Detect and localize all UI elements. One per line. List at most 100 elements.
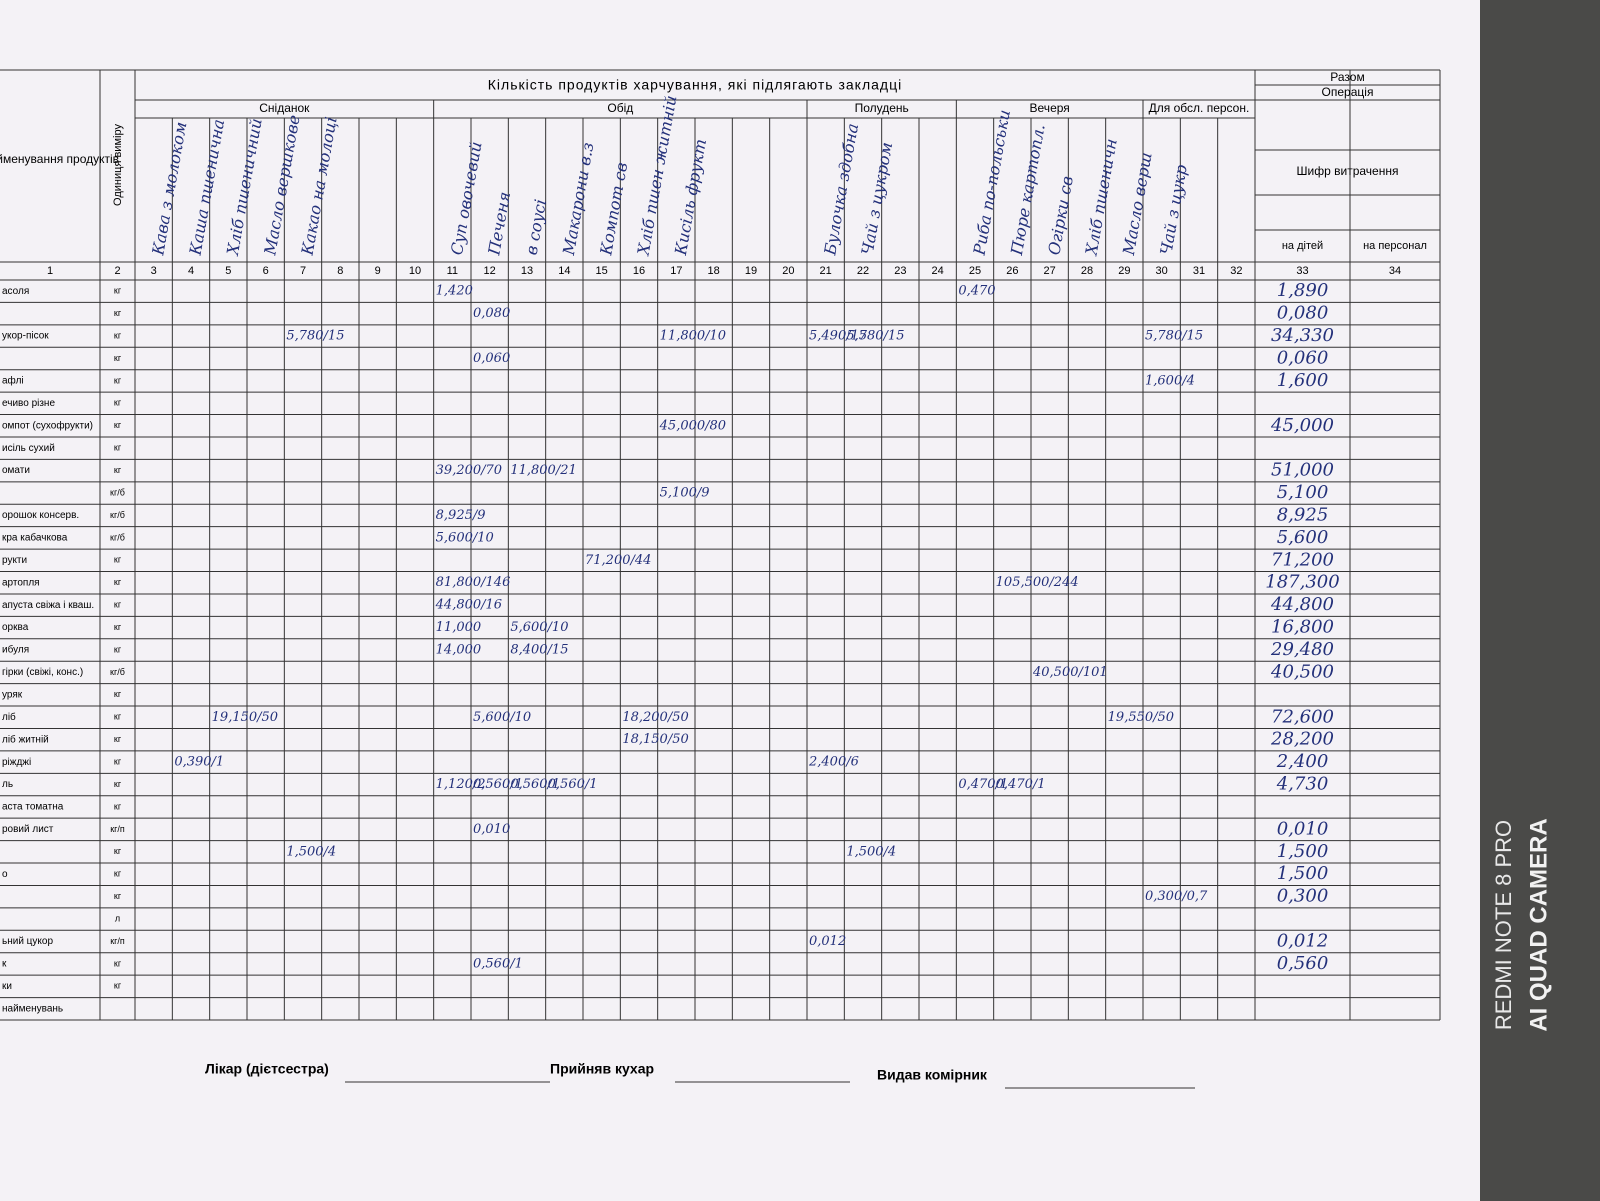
total-children: 1,890 [1277, 280, 1329, 301]
quantity-entry: 5,100/9 [660, 486, 710, 501]
column-number: 10 [409, 265, 421, 277]
column-number: 2 [114, 265, 120, 277]
quantity-entry: 1,120/2 [436, 777, 486, 792]
quantity-entry: 18,150/50 [622, 732, 688, 747]
total-children: 0,560 [1277, 953, 1329, 974]
column-number: 27 [1044, 265, 1056, 277]
operation-header: Операція [1322, 85, 1374, 99]
table-title: Кількість продуктів харчування, які підл… [488, 77, 902, 93]
column-number: 20 [782, 265, 794, 277]
product-name: афлі [2, 375, 24, 387]
unit: кг [114, 465, 122, 475]
column-number: 25 [969, 265, 981, 277]
quantity-entry: 0,300/0,7 [1145, 889, 1208, 904]
column-number: 32 [1230, 265, 1242, 277]
quantity-entry: 45,000/80 [659, 418, 726, 433]
total-children: 72,600 [1271, 706, 1334, 727]
meal-header: Сніданок [259, 101, 310, 115]
unit: кг [114, 712, 122, 722]
quantity-entry: 5,600/10 [436, 530, 494, 545]
product-name: кра кабачкова [2, 532, 68, 544]
meal-header: Обід [607, 101, 633, 115]
unit: кг [114, 375, 122, 385]
total-children: 45,000 [1270, 415, 1334, 436]
product-name: орошок консерв. [2, 510, 79, 521]
unit: кг [114, 689, 122, 699]
quantity-entry: 44,800/16 [435, 598, 502, 613]
watermark-camera: AI QUAD CAMERA [1525, 818, 1552, 1031]
quantity-entry: 5,600/10 [510, 620, 568, 635]
product-name: ріжджі [2, 757, 31, 768]
total-children: 40,500 [1270, 661, 1334, 682]
column-number: 30 [1156, 265, 1168, 277]
total-children: 34,330 [1271, 325, 1334, 346]
quantity-entry: 11,000 [436, 620, 482, 635]
staff-header: на персонал [1363, 240, 1427, 252]
quantity-entry: 0,470/1 [996, 777, 1046, 792]
column-number: 11 [447, 265, 458, 277]
product-name: омати [2, 465, 30, 476]
unit: кг/п [110, 936, 125, 946]
quantity-entry: 5,780/15 [846, 329, 904, 344]
total-children: 51,000 [1271, 460, 1334, 481]
quantity-entry: 11,800/10 [660, 329, 726, 344]
unit: кг [114, 622, 122, 632]
column-number: 14 [558, 265, 570, 277]
unit: кг [114, 734, 122, 744]
product-name: ки [2, 981, 12, 992]
quantity-entry: 19,150/50 [212, 710, 278, 725]
total-children: 1,600 [1277, 370, 1329, 391]
total-children: 5,600 [1277, 527, 1329, 548]
quantity-entry: 11,800/21 [510, 463, 576, 478]
quantity-entry: 0,560/1 [548, 777, 598, 792]
unit: кг [114, 779, 122, 789]
watermark-model: REDMI NOTE 8 PRO [1491, 820, 1516, 1030]
product-name: асоля [2, 286, 29, 297]
quantity-entry: 18,200/50 [622, 710, 688, 725]
unit: кг/п [110, 824, 125, 834]
quantity-entry: 0,560/1 [473, 777, 523, 792]
total-header: Разом [1330, 70, 1364, 84]
total-children: 28,200 [1270, 729, 1334, 750]
product-name: к [2, 959, 7, 970]
name-header: Найменування продуктів [0, 152, 119, 166]
unit: кг [114, 308, 122, 318]
column-number: 15 [596, 265, 608, 277]
total-children: 1,500 [1277, 841, 1329, 862]
unit: кг [114, 801, 122, 811]
quantity-entry: 0,560/1 [473, 956, 523, 971]
product-name: найменувань [2, 1003, 63, 1014]
quantity-entry: 2,400/6 [808, 755, 859, 770]
unit: кг [114, 398, 122, 408]
unit: л [115, 913, 120, 923]
column-number: 9 [375, 265, 381, 277]
column-number: 5 [225, 265, 231, 277]
product-name: исіль сухий [2, 443, 55, 454]
quantity-entry: 81,800/146 [436, 575, 511, 590]
product-name: аста томатна [2, 802, 64, 813]
product-name: рукти [2, 555, 27, 566]
unit: кг/б [110, 510, 125, 520]
column-number: 26 [1006, 265, 1018, 277]
quantity-entry: 0,390/1 [174, 755, 224, 770]
total-children: 44,800 [1270, 594, 1334, 615]
column-number: 1 [47, 265, 53, 277]
product-name: ечиво різне [2, 398, 55, 409]
column-number: 8 [337, 265, 343, 277]
quantity-entry: 105,500/244 [996, 575, 1079, 590]
quantity-entry: 39,200/70 [436, 463, 502, 478]
unit: кг [114, 981, 122, 991]
quantity-entry: 0,470/1 [958, 777, 1008, 792]
unit: кг/б [110, 487, 125, 497]
children-header: на дітей [1282, 240, 1323, 252]
column-number: 6 [263, 265, 269, 277]
total-children: 16,800 [1271, 617, 1334, 638]
product-name: артопля [2, 577, 40, 588]
product-name: омпот (сухофрукти) [2, 419, 93, 431]
column-number: 31 [1193, 265, 1205, 277]
column-number: 13 [521, 265, 533, 277]
code-header: Шифр витрачення [1297, 164, 1399, 178]
unit: кг [114, 756, 122, 766]
